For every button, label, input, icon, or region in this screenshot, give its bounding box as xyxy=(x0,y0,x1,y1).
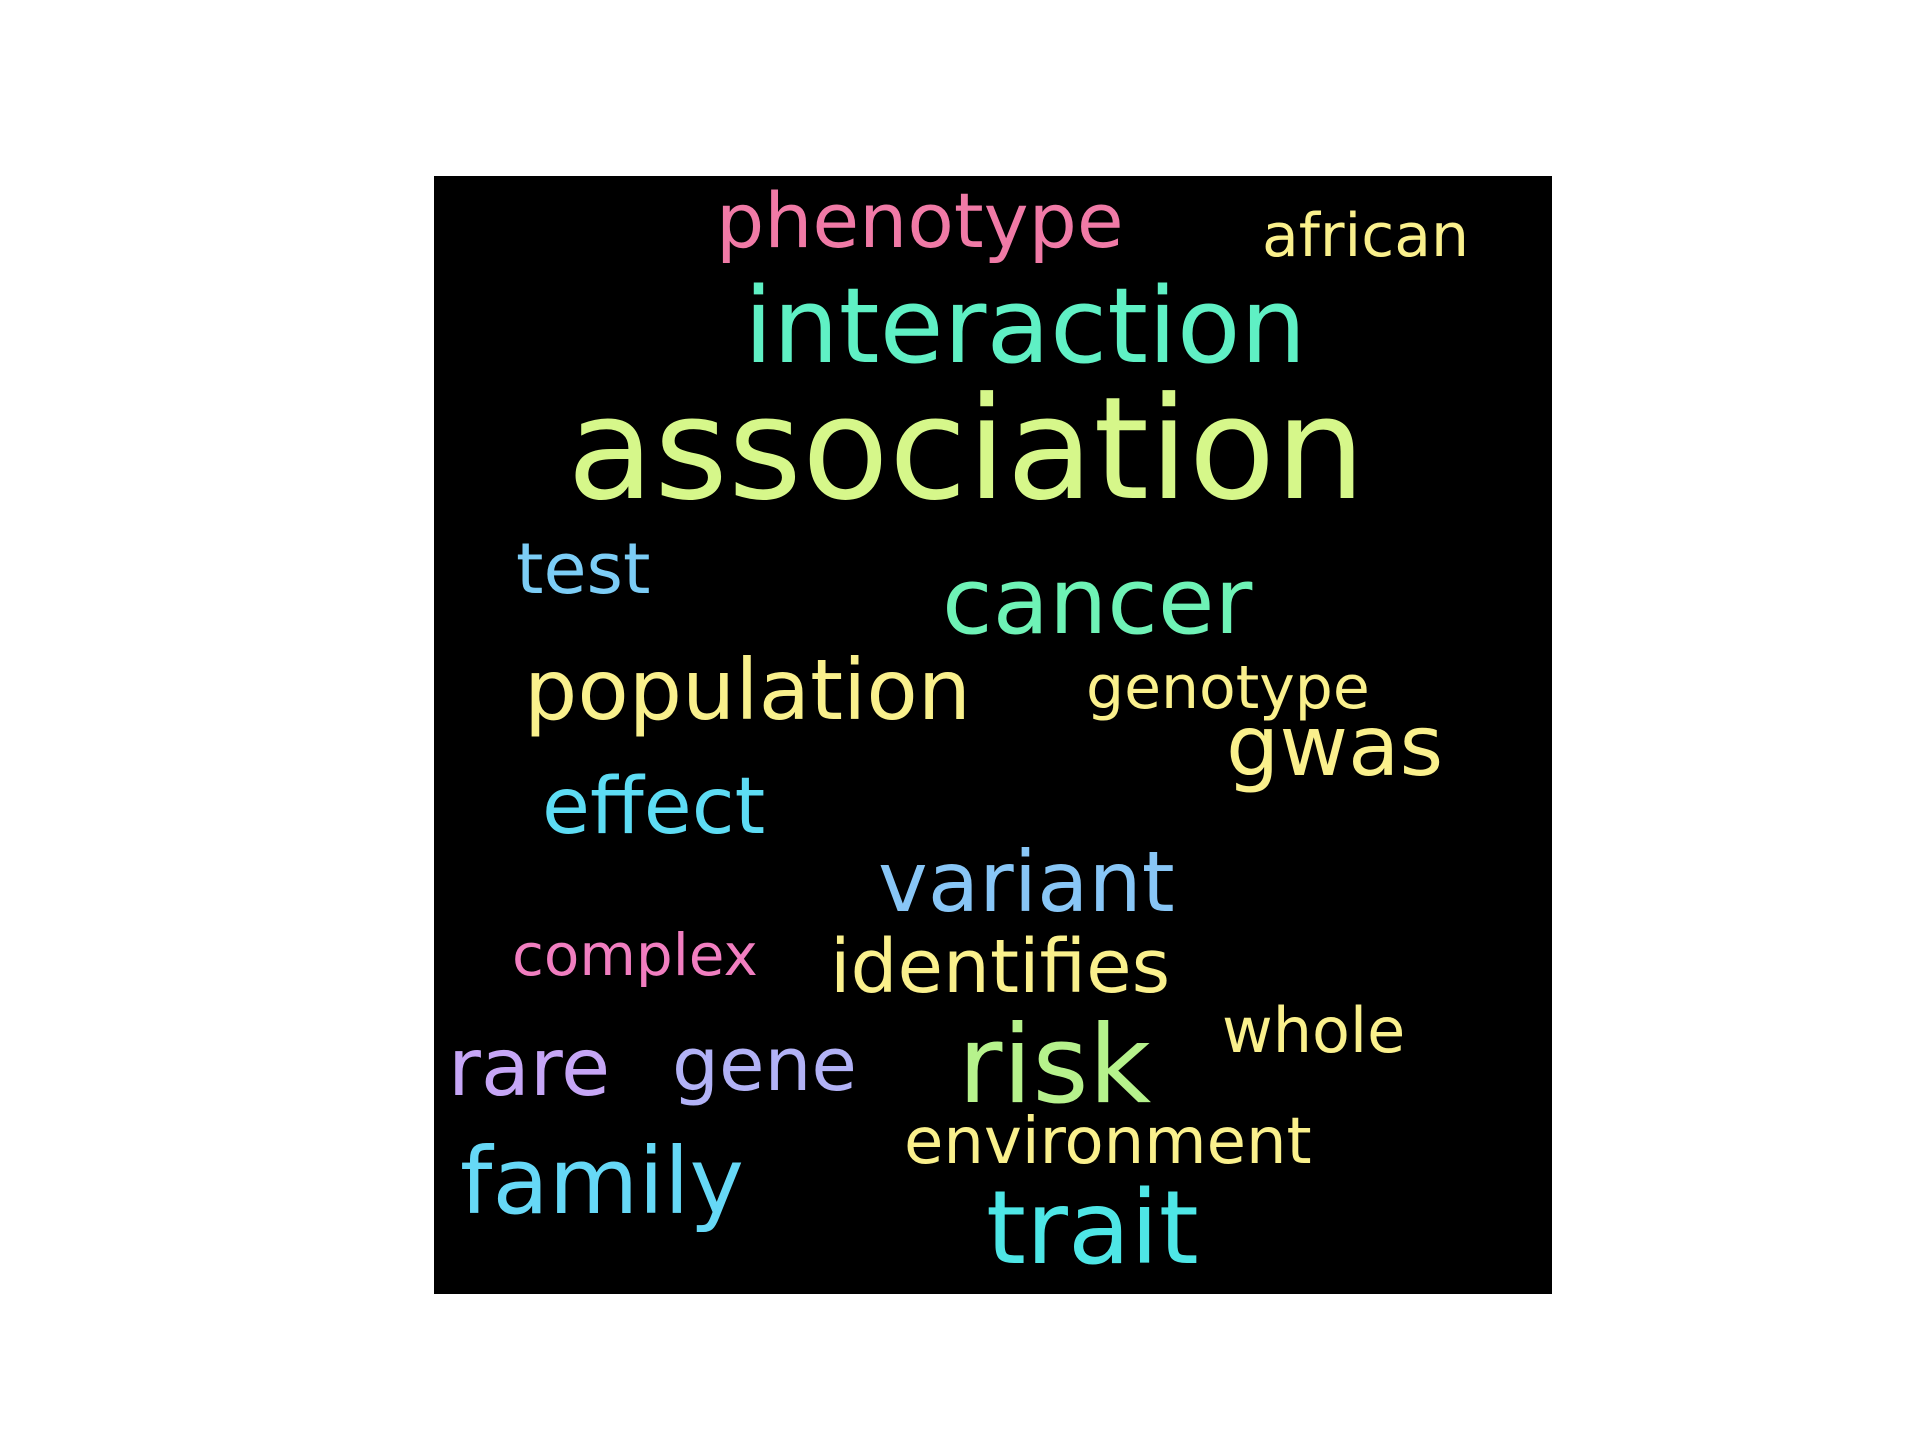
word-cancer: cancer xyxy=(942,548,1253,655)
word-environment: environment xyxy=(904,1105,1312,1179)
word-gwas: gwas xyxy=(1226,697,1444,795)
word-variant: variant xyxy=(878,833,1175,931)
word-complex: complex xyxy=(512,921,758,989)
word-trait: trait xyxy=(986,1169,1199,1288)
word-african: african xyxy=(1262,201,1470,271)
word-gene: gene xyxy=(672,1022,857,1108)
word-family: family xyxy=(460,1128,744,1235)
word-test: test xyxy=(516,528,651,610)
word-whole: whole xyxy=(1222,994,1406,1067)
word-risk: risk xyxy=(958,1003,1152,1128)
word-genotype: genotype xyxy=(1086,653,1370,723)
word-interaction: interaction xyxy=(744,265,1307,387)
word-identifies: identifies xyxy=(830,924,1171,1010)
word-rare: rare xyxy=(448,1021,611,1114)
word-association: association xyxy=(567,367,1366,532)
word-effect: effect xyxy=(542,762,766,852)
word-population: population xyxy=(524,641,971,739)
word-phenotype: phenotype xyxy=(716,176,1124,265)
word-cloud: phenotype african interaction associatio… xyxy=(434,176,1552,1294)
